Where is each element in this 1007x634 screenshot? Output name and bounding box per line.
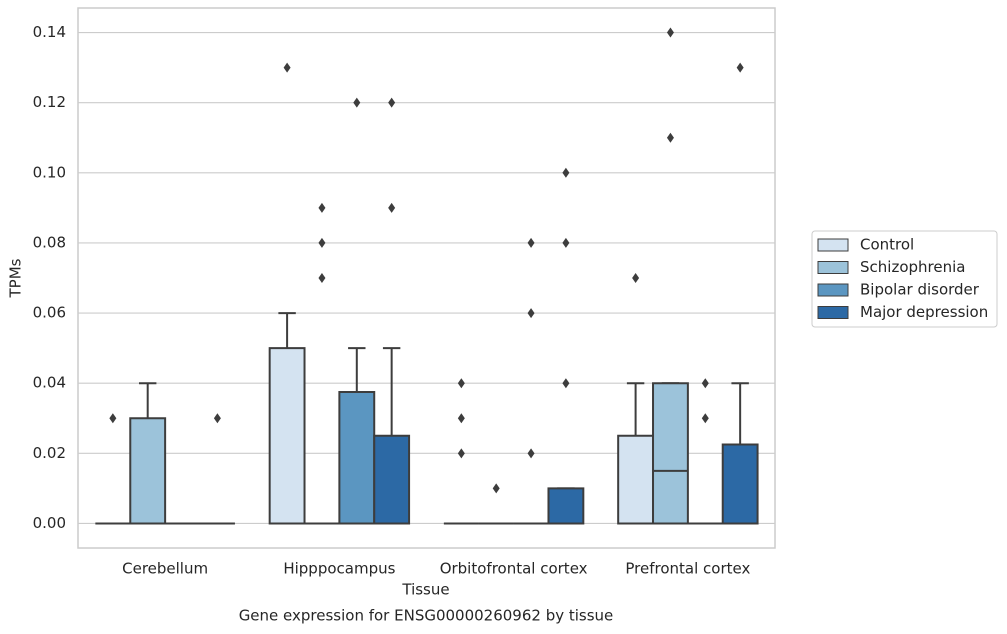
outlier [701,413,709,424]
legend-label: Bipolar disorder [860,281,980,299]
outlier [283,62,291,73]
x-axis-label: Tissue [401,581,449,599]
box [268,347,306,525]
outlier [457,413,465,424]
y-tick-label: 0.14 [33,23,66,41]
y-axis-label: TPMs [7,258,25,298]
outlier [527,237,535,248]
outlier [388,202,396,213]
box [652,382,689,525]
outlier [562,378,570,389]
outlier [666,132,674,143]
outlier [736,62,744,73]
legend-frame [811,230,998,328]
outlier [457,378,465,389]
box [373,434,411,525]
box [129,417,167,525]
outlier [527,448,535,459]
outlier [562,167,570,178]
outlier [527,308,535,319]
outlier [318,237,326,248]
y-tick-label: 0.08 [33,233,66,251]
outlier [318,273,326,283]
legend-label: Major depression [860,303,988,321]
legend-label: Control [860,236,914,254]
x-tick-label: Hipppocampus [283,560,395,578]
legend-swatch [817,261,849,274]
y-tick-label: 0.04 [33,374,66,392]
legend-swatch [817,306,849,319]
y-tick-label: 0.02 [33,444,66,462]
outlier [213,413,221,424]
outlier [353,97,361,108]
x-tick-label: Orbitofrontal cortex [440,560,588,578]
outlier [109,413,117,424]
x-tick-label: Cerebellum [122,560,208,578]
chart-title: Gene expression for ENSG00000260962 by t… [239,607,614,625]
outlier [562,237,570,248]
box [338,390,376,525]
outlier [457,448,465,459]
outlier [492,483,500,494]
box [617,434,655,525]
x-tick-label: Prefrontal cortex [625,560,750,578]
plot-frame [77,7,776,549]
legend-swatch [817,238,849,252]
box [547,487,585,525]
y-tick-label: 0.06 [33,304,66,322]
outlier [632,273,640,283]
legend-swatch [817,283,849,297]
y-tick-label: 0.10 [33,163,66,181]
outlier [388,97,396,108]
box [721,443,759,525]
outlier [666,27,674,38]
legend-label: Schizophrenia [860,258,965,276]
outlier [318,202,326,213]
outlier [701,378,709,389]
y-tick-label: 0.12 [33,93,66,111]
y-tick-label: 0.00 [33,514,66,532]
